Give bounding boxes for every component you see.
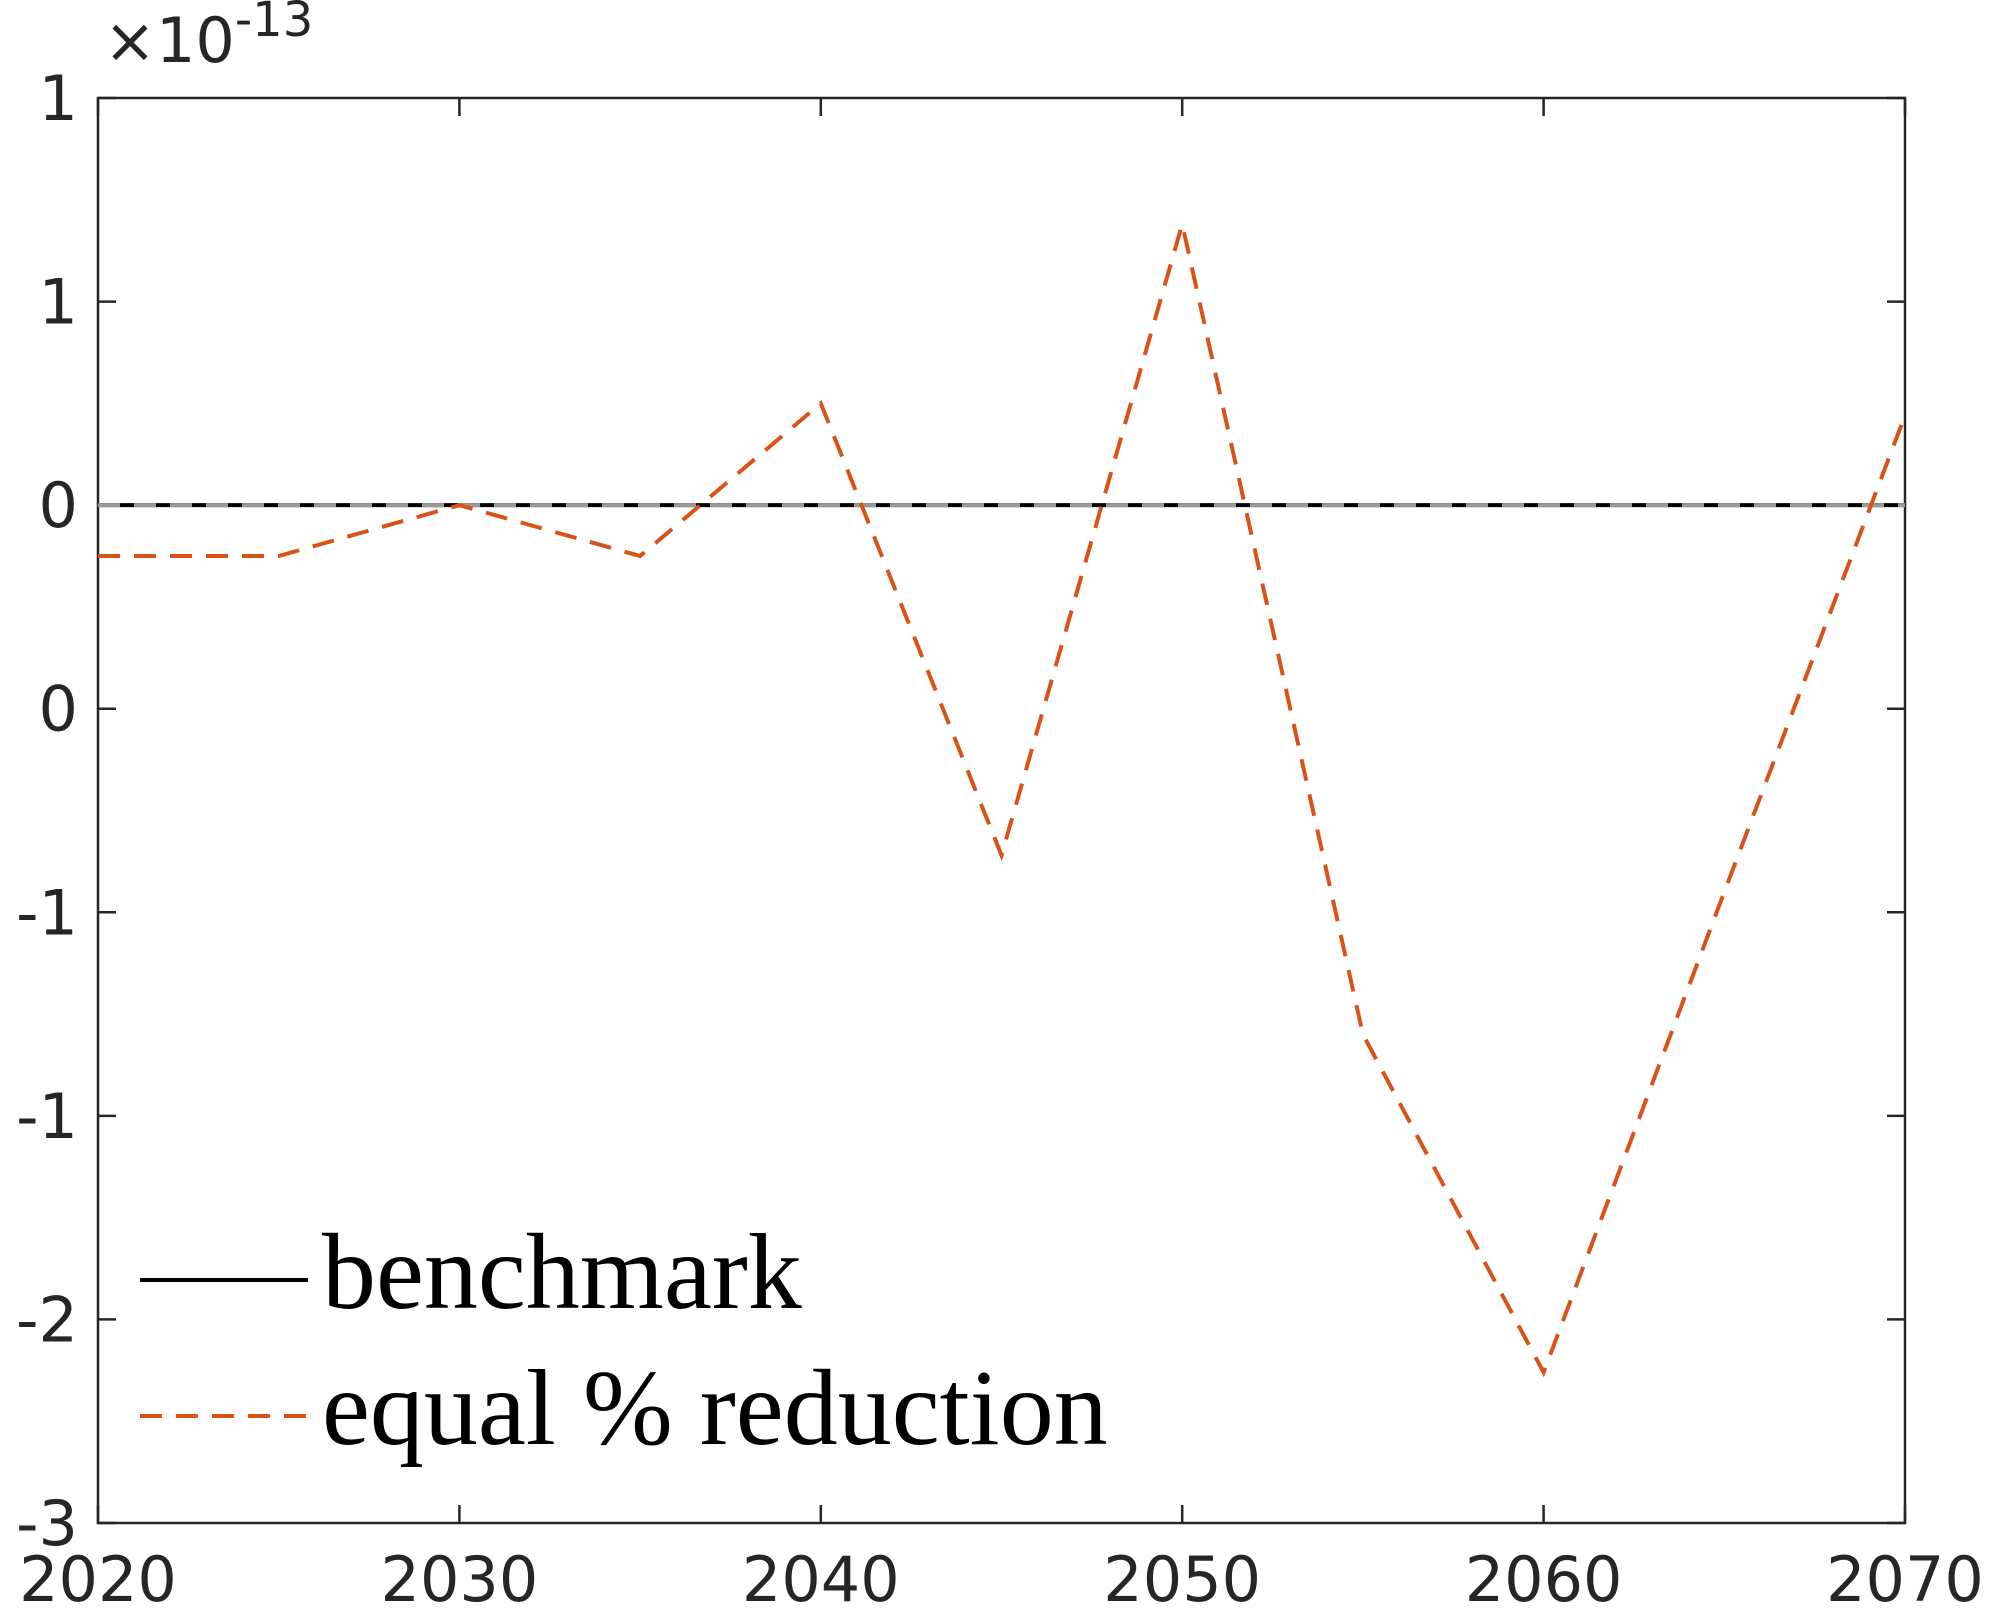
x-tick-label: 2040 [742,1543,900,1616]
x-tick-label: 2030 [381,1543,539,1616]
series-line [98,223,1907,1378]
x-tick-label: 2020 [19,1543,177,1616]
y-tick-label: -1 [16,1080,78,1153]
legend-label: benchmark [322,1213,802,1332]
y-multiplier: ×10-13 [104,0,313,77]
y-tick-label: -3 [16,1487,78,1560]
y-tick-label: 1 [39,266,78,339]
y-tick-label: -1 [16,876,78,949]
plot-area [96,96,1907,1525]
x-tick-label: 2070 [1826,1543,1984,1616]
x-tick-label: 2050 [1103,1543,1261,1616]
x-tick-label: 2060 [1465,1543,1623,1616]
y-tick-label: 0 [39,469,78,542]
y-tick-label: 0 [39,673,78,746]
y-tick-label: -2 [16,1283,78,1356]
y-tick-label: 1 [39,62,78,135]
legend-label: equal % reduction [322,1349,1108,1468]
